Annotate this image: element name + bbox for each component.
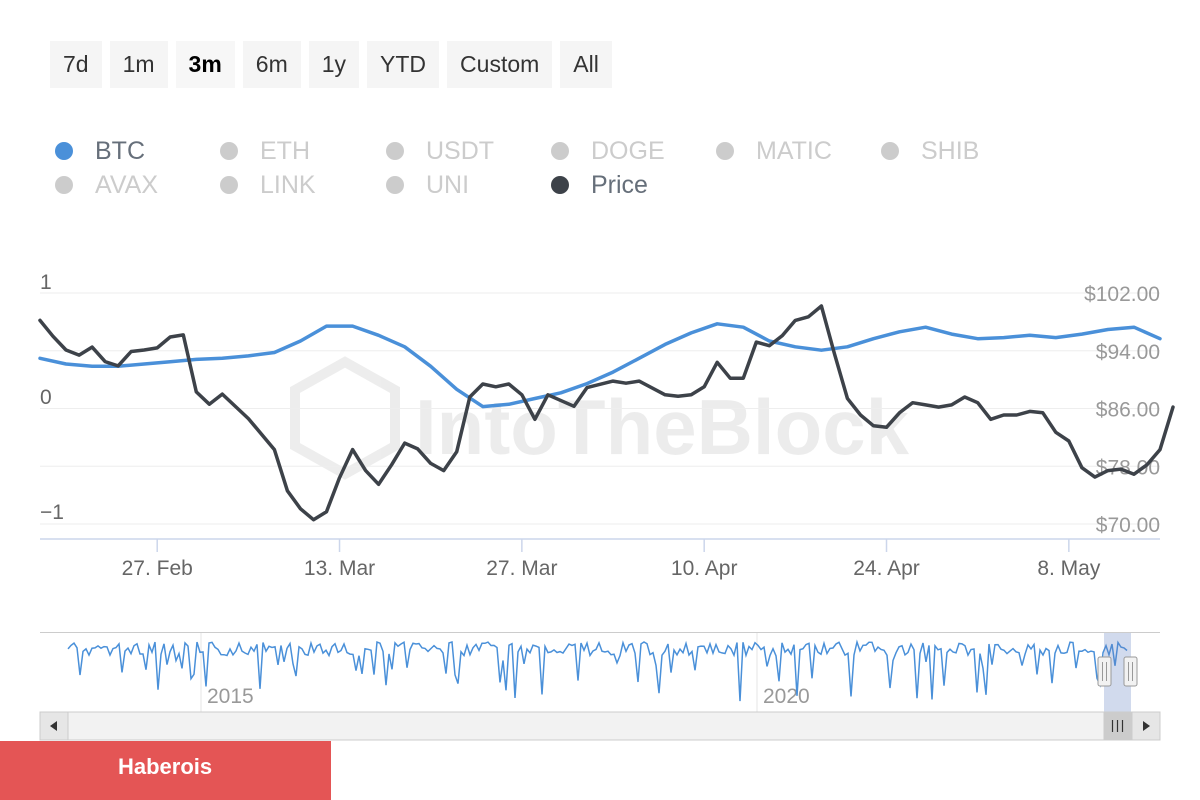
grid-lines xyxy=(40,292,1160,525)
range-6m-button[interactable]: 6m xyxy=(242,41,301,88)
range-selector: 7d 1m 3m 6m 1y YTD Custom All xyxy=(50,41,612,88)
legend-label-link: LINK xyxy=(260,170,316,199)
scrollbar-track[interactable] xyxy=(39,711,1161,741)
x-axis-tick-label: 10. Apr xyxy=(671,557,738,580)
left-axis-tick-label: −1 xyxy=(40,501,64,524)
legend-label-doge: DOGE xyxy=(591,136,665,165)
series xyxy=(38,304,1175,522)
legend-dot-shib xyxy=(881,142,899,160)
legend-label-eth: ETH xyxy=(260,136,310,165)
x-axis-tick-label: 8. May xyxy=(1037,557,1101,580)
legend-dot-link xyxy=(220,176,238,194)
legend-label-avax: AVAX xyxy=(95,170,158,199)
legend-dot-doge xyxy=(551,142,569,160)
x-axis-tick-label: 27. Mar xyxy=(486,557,557,580)
x-axis-tick-label: 13. Mar xyxy=(304,557,375,580)
x-axis-tick-label: 24. Apr xyxy=(853,557,920,580)
right-axis-tick-label: $94.00 xyxy=(1096,341,1160,364)
right-axis-tick-label: $70.00 xyxy=(1096,514,1160,537)
navigator-label-2015: 2015 xyxy=(207,685,254,708)
left-axis-tick-label: 0 xyxy=(40,386,52,409)
legend-item-btc[interactable]: BTC xyxy=(55,136,145,166)
legend-item-usdt[interactable]: USDT xyxy=(386,136,494,166)
series-line-btc xyxy=(38,322,1162,409)
legend-item-shib[interactable]: SHIB xyxy=(881,136,979,166)
left-axis-tick-label: 1 xyxy=(40,271,52,294)
legend-dot-eth xyxy=(220,142,238,160)
legend-item-doge[interactable]: DOGE xyxy=(551,136,665,166)
navigator-series-line xyxy=(67,639,1128,702)
legend-label-price: Price xyxy=(591,170,648,199)
right-axis-tick-label: $102.00 xyxy=(1084,283,1160,306)
navigator-left-handle[interactable] xyxy=(1097,656,1112,687)
legend-dot-usdt xyxy=(386,142,404,160)
watermark-logo-icon xyxy=(290,356,400,480)
legend-dot-avax xyxy=(55,176,73,194)
legend-label-uni: UNI xyxy=(426,170,470,199)
footer-brand-tag: Haberois xyxy=(0,741,331,800)
range-1m-button[interactable]: 1m xyxy=(109,41,168,88)
range-3m-button[interactable]: 3m xyxy=(175,41,235,88)
series-line-price xyxy=(38,304,1175,522)
range-all-button[interactable]: All xyxy=(560,41,612,88)
legend-dot-uni xyxy=(386,176,404,194)
range-custom-button[interactable]: Custom xyxy=(447,41,553,88)
scrollbar[interactable] xyxy=(39,711,1161,741)
right-axis-tick-label: $86.00 xyxy=(1096,399,1160,422)
legend-item-avax[interactable]: AVAX xyxy=(55,170,158,200)
arrow-right-icon xyxy=(1143,721,1150,731)
range-1y-button[interactable]: 1y xyxy=(308,41,360,88)
legend-label-matic: MATIC xyxy=(756,136,832,165)
legend-label-btc: BTC xyxy=(95,136,145,165)
left-axis: 1 0 −1 xyxy=(40,271,64,524)
range-ytd-button[interactable]: YTD xyxy=(367,41,440,88)
right-axis-tick-label: $78.00 xyxy=(1096,456,1160,479)
legend-item-eth[interactable]: ETH xyxy=(220,136,310,166)
navigator[interactable]: 2015 2020 xyxy=(40,632,1160,712)
legend-item-link[interactable]: LINK xyxy=(220,170,316,200)
arrow-left-icon xyxy=(50,721,57,731)
legend-dot-btc xyxy=(55,142,73,160)
navigator-label-2020: 2020 xyxy=(763,685,810,708)
legend-item-price[interactable]: Price xyxy=(551,170,648,200)
legend-dot-price xyxy=(551,176,569,194)
legend-label-usdt: USDT xyxy=(426,136,495,165)
range-7d-button[interactable]: 7d xyxy=(50,41,102,88)
x-axis-tick-label: 27. Feb xyxy=(122,557,193,580)
watermark-text: IntoTheBlock xyxy=(415,383,910,471)
x-axis: 27. Feb 13. Mar 27. Mar 10. Apr 24. Apr 8. Ma… xyxy=(122,539,1101,580)
legend-dot-matic xyxy=(716,142,734,160)
navigator-right-handle[interactable] xyxy=(1123,656,1138,687)
right-axis: $102.00 $94.00 $86.00 $78.00 $70.00 xyxy=(1084,283,1160,537)
watermark: IntoTheBlock xyxy=(290,356,910,480)
legend-item-uni[interactable]: UNI xyxy=(386,170,469,200)
legend-item-matic[interactable]: MATIC xyxy=(716,136,832,166)
scroll-thumb[interactable] xyxy=(1103,711,1132,741)
legend-label-shib: SHIB xyxy=(921,136,980,165)
